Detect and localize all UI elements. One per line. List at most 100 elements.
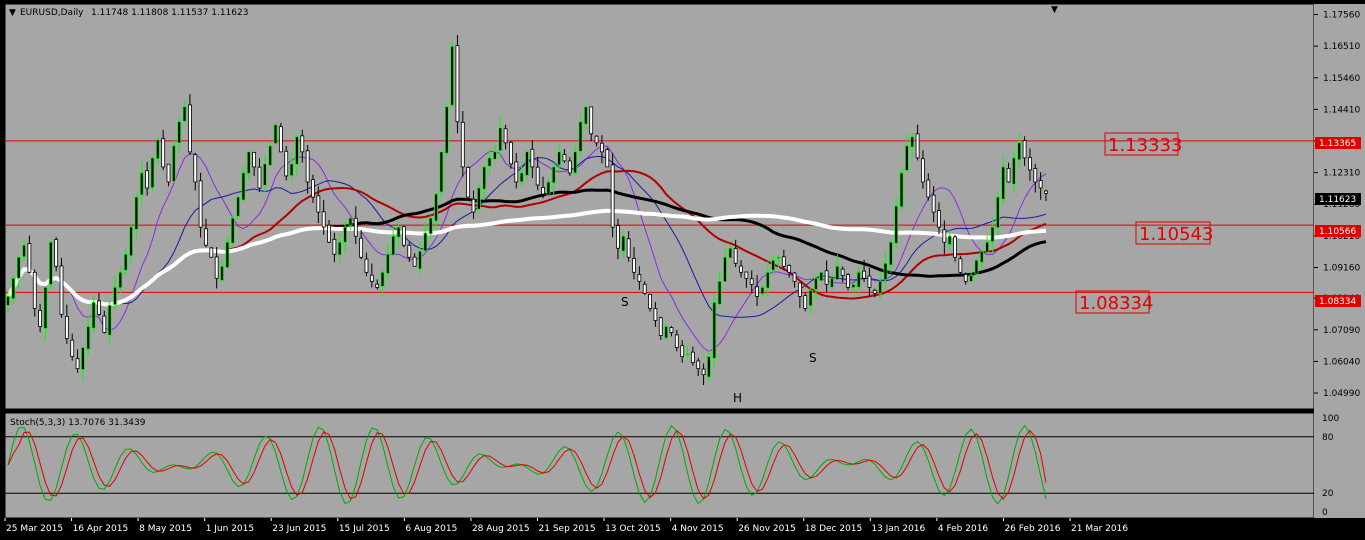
candle-body	[632, 258, 636, 273]
ohlc-label: 1.11748 1.11808 1.11537 1.11623	[91, 8, 248, 18]
candle-body	[32, 271, 37, 309]
candle-body	[530, 148, 535, 168]
candle-body	[824, 270, 829, 285]
candle-body	[332, 238, 337, 255]
time-tick-label: 28 Aug 2015	[472, 524, 530, 534]
candle-body	[717, 280, 722, 305]
price-tick-label: 1.17560	[1323, 11, 1360, 21]
candle-body	[385, 253, 390, 274]
level-box-1[interactable]	[1104, 132, 1179, 156]
candle-body	[921, 158, 925, 183]
candle-body	[610, 164, 615, 228]
candle-body	[246, 151, 251, 174]
candle-body	[268, 145, 273, 166]
price-tag-level-3	[1315, 295, 1361, 307]
candle-body	[278, 126, 283, 153]
candle-body	[669, 327, 674, 333]
candle-body	[963, 274, 968, 282]
candle-body	[594, 135, 599, 144]
time-tick-label: 4 Feb 2016	[938, 524, 989, 534]
candle-body	[557, 151, 562, 166]
current-price-tag	[1315, 193, 1361, 205]
candle-body	[862, 270, 866, 279]
candle-body	[749, 278, 754, 285]
candle-body	[723, 256, 727, 283]
price-tick-label: 1.11260	[1323, 200, 1360, 210]
candle-body	[107, 305, 112, 336]
candle-body	[466, 167, 471, 198]
candle-body	[75, 358, 80, 370]
candle-body	[1038, 180, 1043, 189]
candle-body	[904, 145, 909, 171]
candle-body	[947, 235, 952, 245]
candle-body	[188, 104, 192, 153]
candle-body	[236, 196, 240, 217]
candle-body	[674, 334, 679, 348]
candle-body	[230, 217, 235, 244]
candle-body	[546, 181, 551, 196]
level-box-3[interactable]	[1075, 290, 1150, 314]
candle-body	[439, 151, 444, 193]
time-tick-label: 8 May 2015	[139, 524, 192, 534]
candle-body	[969, 274, 973, 282]
level-value-1: 1.13333	[1108, 135, 1182, 156]
candle-body	[209, 247, 214, 258]
price-tick-label: 1.16510	[1323, 42, 1360, 52]
candle-body	[1001, 166, 1006, 200]
candle-body	[605, 149, 610, 168]
candle-body	[391, 235, 396, 256]
candle-body	[583, 106, 588, 125]
candle-body	[819, 271, 824, 282]
price-axis[interactable]	[1314, 4, 1365, 518]
candle-body	[701, 368, 706, 376]
level-box-2[interactable]	[1135, 221, 1211, 245]
candle-body	[888, 241, 893, 266]
candle-body	[1006, 168, 1011, 183]
candle-body	[145, 170, 150, 189]
candle-body	[70, 339, 75, 358]
candle-body	[460, 122, 465, 168]
candle-body	[621, 235, 626, 252]
candle-body	[551, 166, 556, 184]
candle-body	[81, 347, 85, 370]
candle-body	[562, 154, 567, 162]
candle-body	[327, 224, 331, 243]
ma-white-line	[6, 208, 1047, 307]
candle-body	[728, 247, 733, 259]
time-tick-label: 6 Aug 2015	[405, 524, 457, 534]
candle-body	[995, 196, 1000, 229]
stoch-plot-area[interactable]	[4, 412, 1315, 519]
candle-body	[616, 225, 620, 249]
candle-body	[97, 300, 101, 315]
candle-body	[979, 250, 984, 263]
candle-body	[364, 258, 369, 273]
candle-body	[134, 196, 139, 230]
candle-body	[284, 150, 289, 177]
candle-body	[48, 241, 53, 285]
candle-body	[535, 166, 540, 186]
candle-body	[1017, 142, 1022, 161]
stoch-tick-label: 100	[1322, 414, 1339, 424]
time-tick-label: 21 Sep 2015	[539, 524, 596, 534]
candle-body	[690, 351, 695, 364]
candle-body	[150, 157, 155, 189]
main-plot-area[interactable]	[4, 3, 1315, 410]
price-tick-label: 1.07090	[1323, 326, 1360, 336]
candle-body	[840, 268, 845, 276]
price-tag-level-3-text: 1.08334	[1319, 297, 1356, 307]
time-tick-label: 23 Jun 2015	[272, 524, 326, 534]
collapse-arrow-icon[interactable]: ▼	[9, 8, 16, 18]
scroll-marker-icon[interactable]: ▼	[1051, 5, 1058, 15]
candle-body	[252, 151, 257, 168]
candle-body	[503, 128, 508, 144]
candle-body	[482, 166, 487, 190]
candle-body	[541, 187, 545, 195]
time-tick-label: 21 Mar 2016	[1071, 524, 1128, 534]
time-axis[interactable]	[0, 518, 1365, 536]
price-tick-label: 1.09160	[1323, 263, 1360, 273]
candle-body	[198, 180, 203, 228]
time-tick-label: 18 Dec 2015	[805, 524, 863, 534]
candle-body	[856, 271, 861, 288]
